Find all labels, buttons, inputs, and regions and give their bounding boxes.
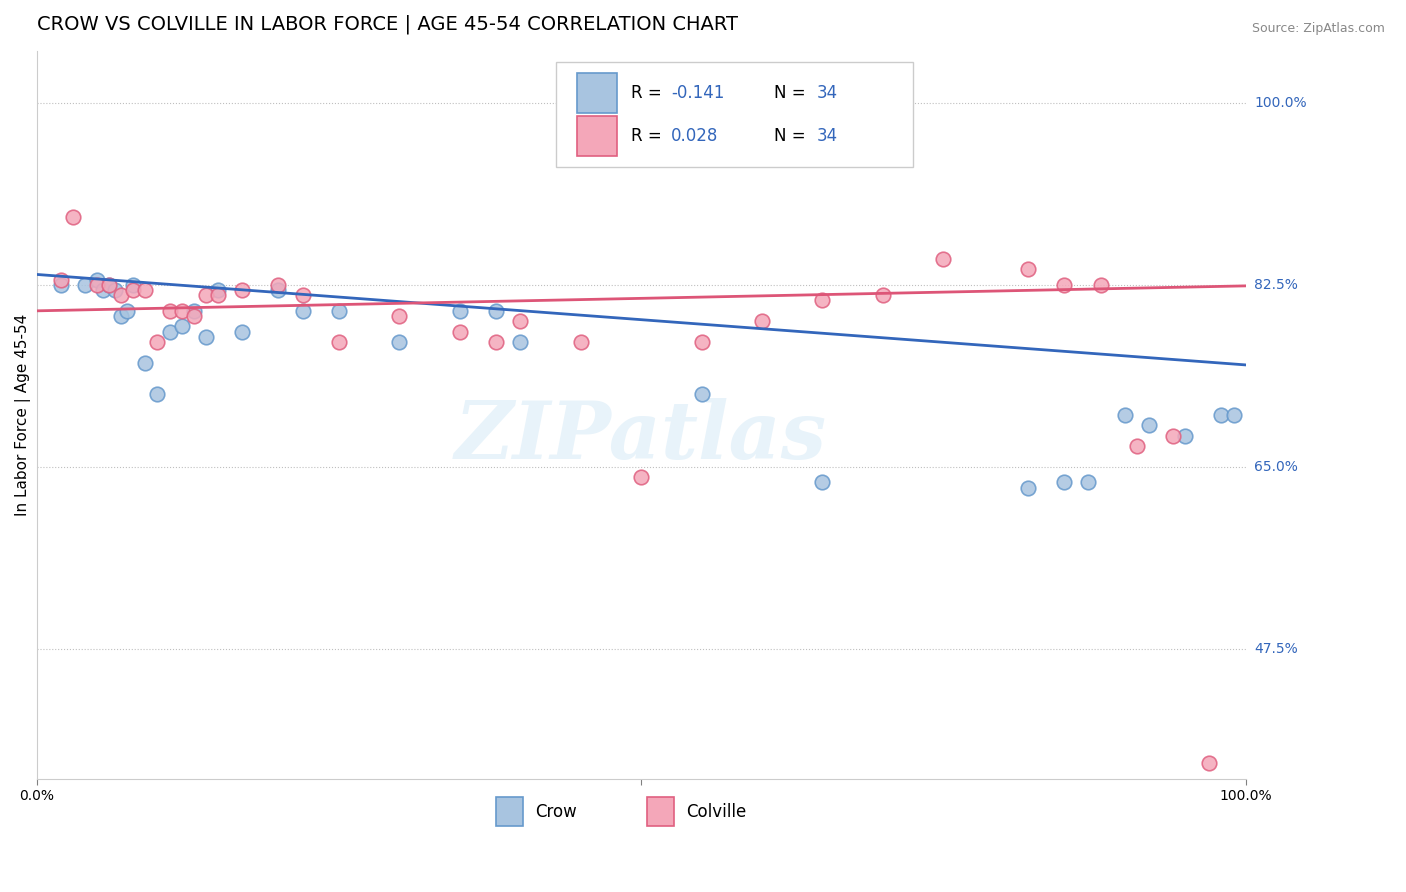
Text: 82.5%: 82.5% bbox=[1254, 277, 1298, 292]
Bar bbox=[647, 797, 673, 826]
Point bbox=[98, 277, 121, 292]
Point bbox=[194, 288, 217, 302]
Point bbox=[104, 283, 127, 297]
Point bbox=[1211, 408, 1233, 422]
Text: 47.5%: 47.5% bbox=[1254, 642, 1298, 656]
Text: N =: N = bbox=[775, 128, 811, 145]
Point bbox=[449, 325, 471, 339]
Point bbox=[146, 334, 169, 349]
Point bbox=[267, 283, 290, 297]
Point bbox=[509, 334, 531, 349]
Text: ZIPatlas: ZIPatlas bbox=[456, 398, 827, 475]
Bar bbox=[576, 116, 617, 156]
Text: CROW VS COLVILLE IN LABOR FORCE | AGE 45-54 CORRELATION CHART: CROW VS COLVILLE IN LABOR FORCE | AGE 45… bbox=[37, 15, 738, 35]
Point bbox=[170, 303, 193, 318]
Point bbox=[98, 277, 121, 292]
Text: N =: N = bbox=[775, 84, 811, 102]
Point bbox=[146, 387, 169, 401]
Point bbox=[194, 330, 217, 344]
Point bbox=[449, 303, 471, 318]
Point bbox=[1222, 408, 1244, 422]
FancyBboxPatch shape bbox=[557, 62, 912, 168]
Point bbox=[159, 325, 181, 339]
Text: R =: R = bbox=[631, 128, 668, 145]
Y-axis label: In Labor Force | Age 45-54: In Labor Force | Age 45-54 bbox=[15, 314, 31, 516]
Point bbox=[811, 293, 834, 308]
Point bbox=[690, 334, 713, 349]
Text: Crow: Crow bbox=[534, 803, 576, 821]
Point bbox=[231, 283, 253, 297]
Point bbox=[1174, 428, 1197, 442]
Point bbox=[291, 288, 314, 302]
Point bbox=[110, 288, 132, 302]
Point bbox=[183, 303, 205, 318]
Point bbox=[73, 277, 96, 292]
Point bbox=[1114, 408, 1136, 422]
Point bbox=[630, 470, 652, 484]
Point bbox=[1077, 475, 1099, 490]
Point bbox=[1161, 428, 1184, 442]
Point bbox=[485, 303, 508, 318]
Text: 34: 34 bbox=[817, 84, 838, 102]
Point bbox=[1137, 418, 1160, 433]
Point bbox=[170, 319, 193, 334]
Point bbox=[231, 325, 253, 339]
Point bbox=[207, 283, 229, 297]
Point bbox=[159, 303, 181, 318]
Text: R =: R = bbox=[631, 84, 668, 102]
Point bbox=[690, 387, 713, 401]
Point bbox=[811, 475, 834, 490]
Point bbox=[207, 288, 229, 302]
Point bbox=[872, 288, 894, 302]
Point bbox=[267, 277, 290, 292]
Point bbox=[110, 309, 132, 323]
Bar bbox=[576, 73, 617, 113]
Text: 100.0%: 100.0% bbox=[1254, 95, 1306, 110]
Text: 34: 34 bbox=[817, 128, 838, 145]
Point bbox=[1053, 277, 1076, 292]
Point bbox=[86, 272, 108, 286]
Text: -0.141: -0.141 bbox=[671, 84, 724, 102]
Point bbox=[1198, 756, 1220, 771]
Point bbox=[1017, 262, 1039, 277]
Point bbox=[328, 303, 350, 318]
Text: Colville: Colville bbox=[686, 803, 747, 821]
Text: 65.0%: 65.0% bbox=[1254, 460, 1298, 474]
Point bbox=[115, 303, 138, 318]
Point bbox=[328, 334, 350, 349]
Point bbox=[291, 303, 314, 318]
Point bbox=[122, 283, 145, 297]
Point bbox=[49, 277, 72, 292]
Point bbox=[388, 309, 411, 323]
Text: Source: ZipAtlas.com: Source: ZipAtlas.com bbox=[1251, 22, 1385, 36]
Point bbox=[485, 334, 508, 349]
Point bbox=[122, 277, 145, 292]
Point bbox=[1017, 481, 1039, 495]
Point bbox=[1126, 439, 1149, 453]
Point bbox=[388, 334, 411, 349]
Point bbox=[134, 283, 156, 297]
Point bbox=[183, 309, 205, 323]
Point bbox=[932, 252, 955, 266]
Point bbox=[751, 314, 773, 328]
Point bbox=[1090, 277, 1112, 292]
Point bbox=[86, 277, 108, 292]
Point bbox=[134, 356, 156, 370]
Text: 0.028: 0.028 bbox=[671, 128, 718, 145]
Point bbox=[91, 283, 114, 297]
Point bbox=[509, 314, 531, 328]
Point bbox=[569, 334, 592, 349]
Point bbox=[1053, 475, 1076, 490]
Point bbox=[49, 272, 72, 286]
Bar bbox=[496, 797, 523, 826]
Point bbox=[62, 211, 84, 225]
